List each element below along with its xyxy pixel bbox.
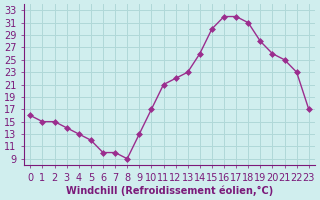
X-axis label: Windchill (Refroidissement éolien,°C): Windchill (Refroidissement éolien,°C) <box>66 185 273 196</box>
